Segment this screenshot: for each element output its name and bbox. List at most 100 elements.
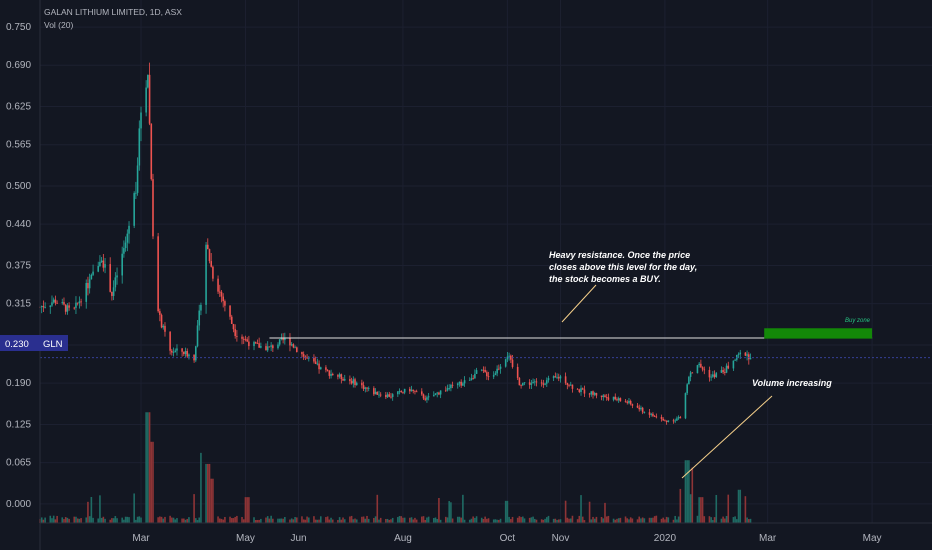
candle-body xyxy=(159,311,161,315)
candle-body xyxy=(343,379,346,381)
candle-body xyxy=(528,382,531,385)
volume-bar xyxy=(244,497,247,523)
candle-body xyxy=(636,405,639,408)
candle-body xyxy=(66,305,69,312)
candle-body xyxy=(629,400,632,405)
candle-body xyxy=(650,413,653,415)
candle-body xyxy=(364,387,367,389)
candle-body xyxy=(748,354,750,360)
volume-bar xyxy=(195,518,197,523)
candle-body xyxy=(147,74,149,88)
candle-body xyxy=(653,415,656,417)
candle-body xyxy=(604,395,606,398)
volume-bar xyxy=(205,463,207,523)
volume-bar xyxy=(124,516,127,523)
candle-body xyxy=(506,356,509,360)
candle-body xyxy=(494,373,497,376)
candle-body xyxy=(700,363,702,368)
volume-bar xyxy=(260,518,262,523)
volume-bar xyxy=(188,517,190,523)
candle-body xyxy=(484,369,486,373)
volume-bar xyxy=(366,515,368,523)
volume-bar xyxy=(386,518,389,523)
candle-body xyxy=(266,346,269,351)
candle-body xyxy=(116,275,118,278)
annotation-resistance: Heavy resistance. Once the price closes … xyxy=(549,250,697,284)
candle-body xyxy=(520,385,522,387)
candle-body xyxy=(188,354,190,357)
candle-body xyxy=(708,369,711,378)
candle-body xyxy=(54,299,57,303)
volume-bar xyxy=(44,517,46,523)
volume-bar xyxy=(171,517,173,523)
volume-bar xyxy=(379,517,382,523)
volume-bar xyxy=(712,520,714,523)
volume-bar xyxy=(703,516,706,523)
candle-body xyxy=(602,395,605,397)
candle-body xyxy=(212,266,214,279)
volume-bar xyxy=(361,516,363,523)
volume-bar xyxy=(280,518,283,523)
candle-body xyxy=(90,274,93,280)
volume-bar xyxy=(510,519,512,523)
candle-body xyxy=(152,179,154,237)
candle-body xyxy=(674,420,676,422)
volume-bar xyxy=(426,517,428,523)
volume-bar xyxy=(121,517,123,523)
volume-bar xyxy=(140,517,142,523)
volume-bar xyxy=(629,517,632,523)
volume-bar xyxy=(222,519,224,523)
candle-body xyxy=(145,87,147,113)
volume-bar xyxy=(498,519,500,523)
candle-body xyxy=(292,344,295,348)
volume-bar xyxy=(52,515,55,523)
candle-body xyxy=(379,394,382,396)
volume-bar xyxy=(200,452,202,523)
volume-bar xyxy=(268,518,271,523)
candle-body xyxy=(672,420,675,422)
candle-body xyxy=(462,383,464,386)
candle-body xyxy=(475,370,478,374)
candle-body xyxy=(581,388,584,390)
candle-body xyxy=(148,74,151,124)
candle-body xyxy=(592,391,594,395)
volume-bar xyxy=(499,518,502,523)
volume-bar xyxy=(516,517,519,523)
candle-body xyxy=(684,393,687,419)
candle-body xyxy=(686,384,688,394)
volume-bar xyxy=(376,494,379,523)
resistance-note-line-3: the stock becomes a BUY. xyxy=(549,274,661,284)
volume-bar xyxy=(686,460,688,523)
price-tag[interactable]: 0.230 GLN xyxy=(0,335,68,351)
volume-bar xyxy=(636,519,639,523)
volume-bar xyxy=(136,516,139,523)
volume-bar xyxy=(385,518,387,523)
candle-body xyxy=(643,412,646,414)
candle-body xyxy=(294,347,296,349)
candle-body xyxy=(73,307,76,309)
volume-bar xyxy=(679,488,682,523)
volume-bar xyxy=(672,519,675,523)
volume-bar xyxy=(42,519,45,523)
x-tick-label: Aug xyxy=(394,533,412,544)
candle-body xyxy=(414,390,416,392)
volume-bar xyxy=(256,519,259,523)
volume-bar xyxy=(307,517,310,523)
volume-bar xyxy=(234,516,236,523)
volume-bar xyxy=(701,497,704,523)
volume-bar xyxy=(302,519,305,523)
candle-body xyxy=(126,233,129,243)
volume-bar xyxy=(183,518,185,523)
volume-bar xyxy=(409,517,411,523)
volume-bar xyxy=(176,518,178,523)
candle-body xyxy=(136,165,139,193)
volume-bar xyxy=(232,518,235,523)
candle-body xyxy=(218,291,221,293)
volume-bar xyxy=(373,517,375,523)
time-axis[interactable]: Mar May Jun Aug Oct Nov 2020 Mar May xyxy=(40,522,932,544)
volume-bar xyxy=(547,515,550,523)
volume-bar xyxy=(236,515,238,523)
candle-body xyxy=(409,388,411,392)
candle-body xyxy=(703,369,706,371)
